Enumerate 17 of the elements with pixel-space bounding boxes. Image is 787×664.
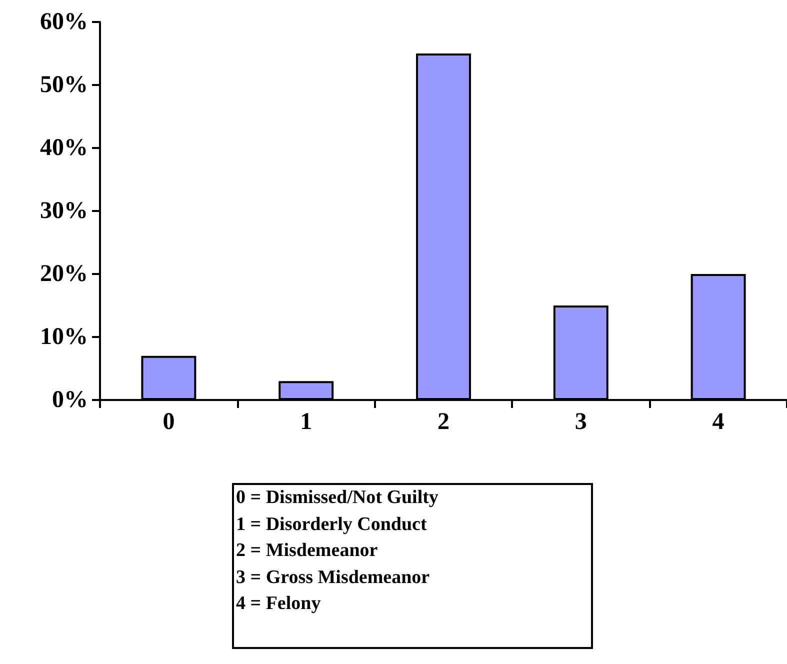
x-tick-label: 2 bbox=[438, 409, 450, 435]
y-tick-label: 60% bbox=[40, 9, 88, 35]
x-tick-label: 4 bbox=[712, 409, 724, 435]
text: 2 = Misdemeanor bbox=[236, 539, 379, 563]
text: 3 = Gross Misdemeanor bbox=[236, 566, 431, 590]
text: 0 = Dismissed/Not Guilty bbox=[236, 486, 438, 510]
y-tick-label: 10% bbox=[40, 324, 88, 350]
text: 1 = Disorderly Conduct bbox=[236, 512, 428, 536]
x-tick-label: 3 bbox=[574, 409, 587, 435]
y-tick-label: 0% bbox=[52, 387, 88, 413]
x-tick-label: 1 bbox=[300, 409, 312, 435]
y-tick-label: 20% bbox=[40, 261, 88, 287]
y-tick-label: 40% bbox=[40, 135, 88, 161]
y-tick-label: 30% bbox=[40, 198, 88, 224]
y-tick-label: 50% bbox=[40, 72, 88, 98]
text: 4 = Felony bbox=[236, 592, 322, 616]
x-tick-label: 0 bbox=[162, 409, 175, 435]
